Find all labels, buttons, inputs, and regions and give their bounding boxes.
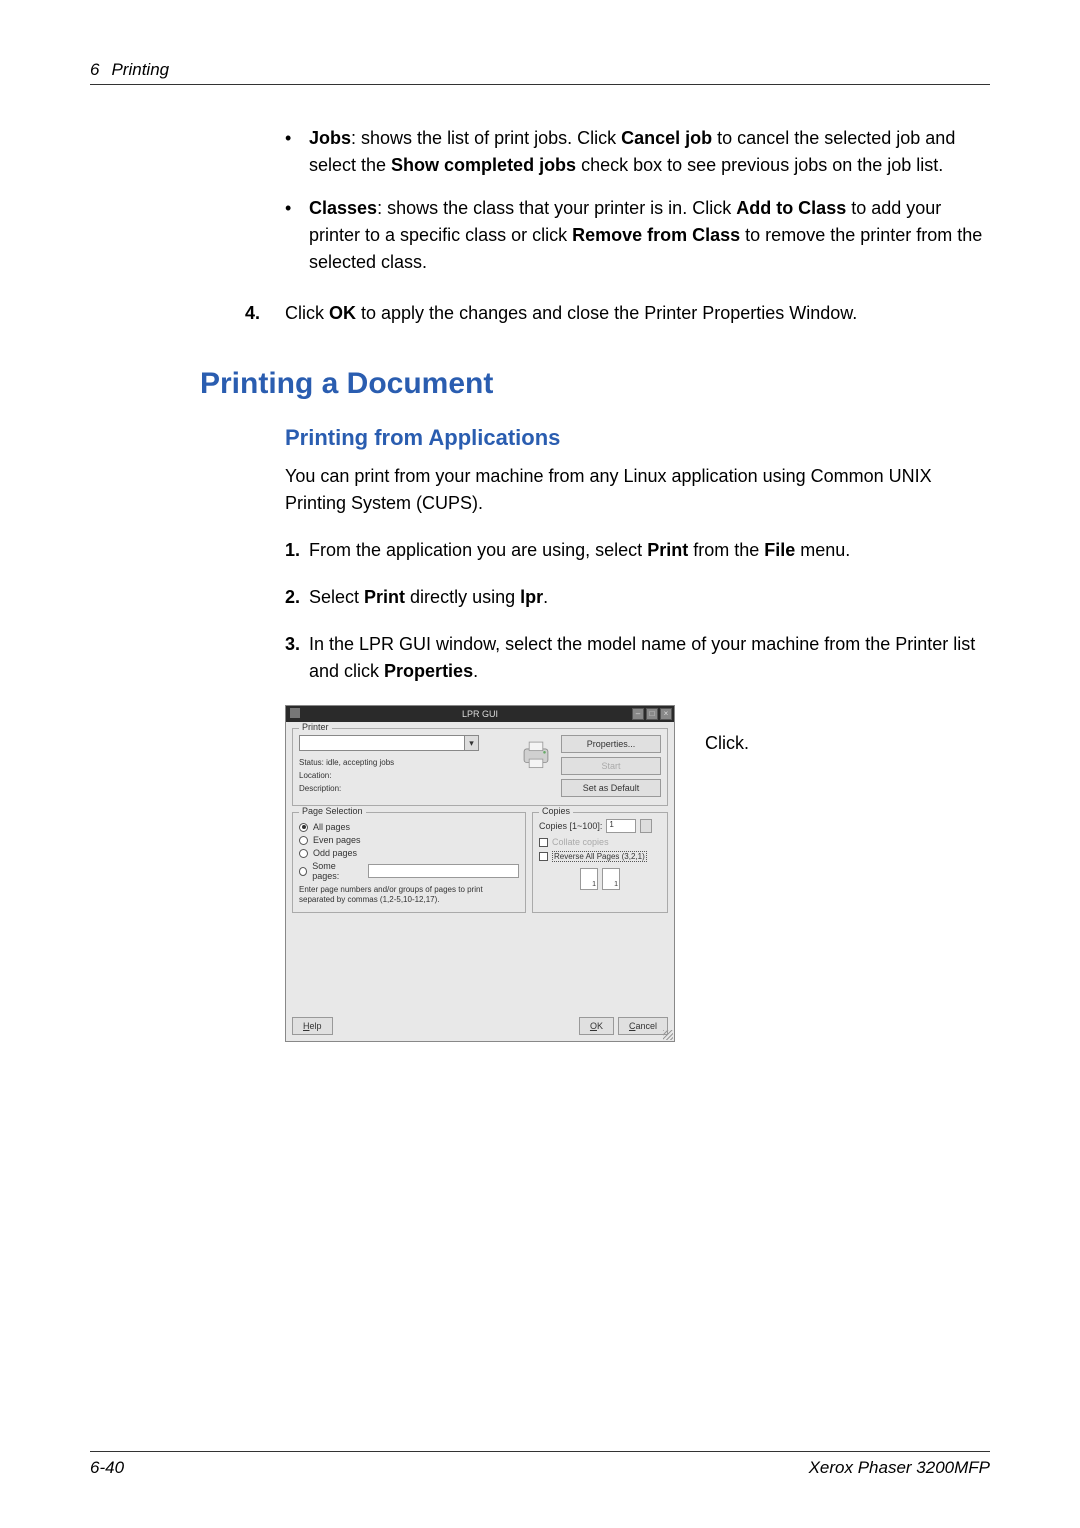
bullet-jobs: • Jobs: shows the list of print jobs. Cl… [285,125,985,179]
page-header: 6 Printing [90,60,990,85]
printer-select[interactable]: ▾ [299,735,479,751]
lpr-figure: LPR GUI – □ × Printer ▾ Status: id [285,705,985,1042]
printer-status: Status: idle, accepting jobs [299,757,511,770]
page-range-hint: Enter page numbers and/or groups of page… [299,885,519,904]
step-number: 4. [245,300,285,327]
close-icon[interactable]: × [660,708,672,720]
window-titlebar[interactable]: LPR GUI – □ × [286,706,674,722]
bullet-classes: • Classes: shows the class that your pri… [285,195,985,276]
main-content: • Jobs: shows the list of print jobs. Cl… [285,125,985,327]
bullet-classes-text: Classes: shows the class that your print… [309,195,985,276]
window-footer: Help OK Cancel [286,1015,674,1041]
set-default-button[interactable]: Set as Default [561,779,661,797]
step-2-text: Select Print directly using lpr. [309,584,985,611]
printer-description: Description: [299,783,511,796]
product-name: Xerox Phaser 3200MFP [809,1458,990,1478]
bullet-jobs-text: Jobs: shows the list of print jobs. Clic… [309,125,985,179]
ok-button[interactable]: OK [579,1017,614,1035]
window-controls: – □ × [632,708,672,720]
heading-printing-a-document: Printing a Document [200,367,990,401]
section-body: Printing from Applications You can print… [285,425,985,1042]
radio-icon[interactable] [299,823,308,832]
start-button[interactable]: Start [561,757,661,775]
intro-paragraph: You can print from your machine from any… [285,463,985,517]
cancel-button[interactable]: Cancel [618,1017,668,1035]
step-4-text: Click OK to apply the changes and close … [285,300,985,327]
step-number: 3. [285,631,309,685]
window-title: LPR GUI [462,709,498,719]
radio-some-pages[interactable]: Some pages: [299,861,519,881]
window-icon [290,708,300,718]
radio-icon[interactable] [299,849,308,858]
step-3: 3. In the LPR GUI window, select the mod… [285,631,985,685]
properties-button[interactable]: Properties... [561,735,661,753]
page-selection-legend: Page Selection [299,806,366,816]
copies-label: Copies [1~100]: [539,821,602,831]
radio-even-pages[interactable]: Even pages [299,835,519,845]
radio-icon[interactable] [299,867,307,876]
printer-location: Location: [299,770,511,783]
step-4: 4. Click OK to apply the changes and clo… [245,300,985,327]
printer-fieldset: Printer ▾ Status: idle, accepting jobs L… [292,728,668,806]
checkbox-icon[interactable] [539,838,548,847]
step-2: 2. Select Print directly using lpr. [285,584,985,611]
copies-input[interactable]: 1 [606,819,636,833]
step-1-text: From the application you are using, sele… [309,537,985,564]
resize-grip-icon[interactable] [663,1030,673,1040]
reverse-row[interactable]: Reverse All Pages (3,2,1) [539,851,661,862]
copies-spinner[interactable] [640,819,652,833]
copies-legend: Copies [539,806,573,816]
heading-printing-from-applications: Printing from Applications [285,425,985,451]
bullet-marker: • [285,195,309,276]
page-number: 6-40 [90,1458,124,1478]
checkbox-icon[interactable] [539,852,548,861]
chevron-down-icon[interactable]: ▾ [464,736,478,750]
collate-preview-icon: 1 1 [539,868,661,890]
printer-legend: Printer [299,722,332,732]
page-selection-fieldset: Page Selection All pages Even pages Odd … [292,812,526,913]
step-number: 2. [285,584,309,611]
step-number: 1. [285,537,309,564]
lpr-gui-window: LPR GUI – □ × Printer ▾ Status: id [285,705,675,1042]
some-pages-input[interactable] [368,864,519,878]
copies-fieldset: Copies Copies [1~100]: 1 Collate copies [532,812,668,913]
step-1: 1. From the application you are using, s… [285,537,985,564]
chapter-title: Printing [111,60,169,80]
help-button[interactable]: Help [292,1017,333,1035]
step-3-text: In the LPR GUI window, select the model … [309,631,985,685]
window-body: Printer ▾ Status: idle, accepting jobs L… [286,722,674,1015]
radio-odd-pages[interactable]: Odd pages [299,848,519,858]
printer-icon [519,737,553,771]
minimize-icon[interactable]: – [632,708,644,720]
bullet-marker: • [285,125,309,179]
chapter-number: 6 [90,60,99,80]
page-footer: 6-40 Xerox Phaser 3200MFP [90,1451,990,1478]
radio-all-pages[interactable]: All pages [299,822,519,832]
maximize-icon[interactable]: □ [646,708,658,720]
callout-click: Click. [705,733,749,754]
collate-row[interactable]: Collate copies [539,837,661,847]
radio-icon[interactable] [299,836,308,845]
